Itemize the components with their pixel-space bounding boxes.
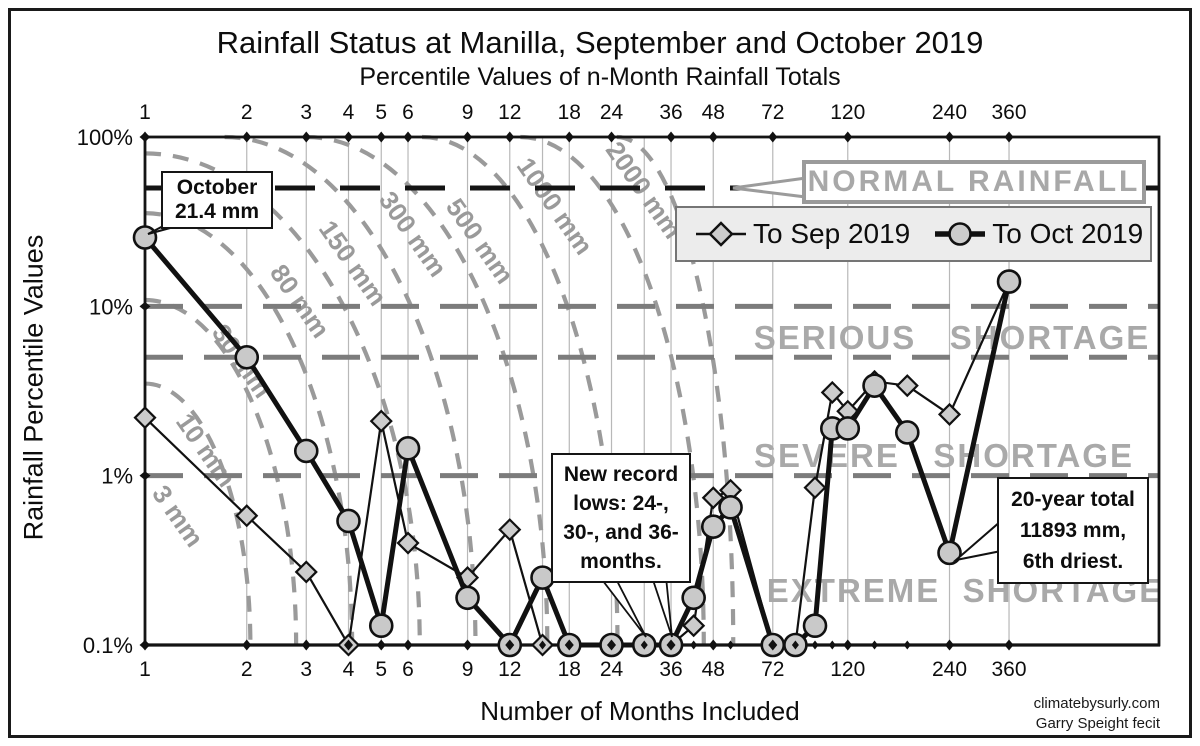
svg-text:3: 3 [300, 658, 312, 681]
svg-text:1000 mm: 1000 mm [511, 152, 599, 260]
website-credit: climatebysurly.com [1033, 695, 1160, 712]
svg-text:5: 5 [375, 101, 387, 124]
svg-text:10%: 10% [89, 294, 133, 319]
svg-text:72: 72 [761, 658, 784, 681]
annotation-october: October 21.4 mm [161, 171, 273, 229]
svg-text:18: 18 [558, 658, 581, 681]
annotation-twenty-year: 20-year total 11893 mm, 6th driest. [997, 477, 1149, 584]
annotation-line: 30-, and 36- [563, 521, 679, 544]
annotation-line: 21.4 mm [174, 200, 260, 223]
svg-text:2: 2 [241, 101, 253, 124]
svg-text:SEVERE SHORTAGE: SEVERE SHORTAGE [754, 437, 1134, 474]
svg-text:2: 2 [241, 658, 253, 681]
annotation-line: lows: 24-, [573, 492, 669, 515]
svg-text:100%: 100% [77, 125, 133, 150]
svg-text:4: 4 [343, 658, 355, 681]
svg-text:360: 360 [992, 101, 1027, 124]
svg-text:4: 4 [343, 101, 355, 124]
svg-text:0.1%: 0.1% [83, 633, 133, 658]
svg-text:80 mm: 80 mm [264, 259, 336, 344]
legend-label-oct: To Oct 2019 [992, 218, 1144, 249]
annotation-line: 11893 mm, [1019, 519, 1127, 542]
legend-label-sep: To Sep 2019 [753, 218, 911, 249]
svg-text:72: 72 [761, 101, 784, 124]
annotation-line: 6th driest. [1022, 550, 1124, 573]
y-axis-title: Rainfall Percentile Values [18, 234, 49, 541]
author-credit: Garry Speight fecit [1035, 715, 1160, 732]
svg-text:48: 48 [702, 658, 725, 681]
annotation-line: months. [580, 550, 662, 573]
legend-item-oct: To Oct 2019 [934, 218, 1143, 250]
svg-text:SERIOUS SHORTAGE: SERIOUS SHORTAGE [754, 319, 1151, 356]
svg-text:500 mm: 500 mm [440, 193, 520, 290]
svg-text:12: 12 [498, 658, 521, 681]
page-title: Rainfall Status at Manilla, September an… [216, 25, 984, 60]
svg-text:12: 12 [498, 101, 521, 124]
svg-text:48: 48 [702, 101, 725, 124]
annotation-line: October [176, 176, 258, 199]
svg-text:300 mm: 300 mm [373, 186, 453, 283]
svg-text:24: 24 [600, 658, 624, 681]
annotation-record-lows: New record lows: 24-, 30-, and 36- month… [551, 453, 691, 583]
svg-text:3: 3 [300, 101, 312, 124]
svg-text:120: 120 [830, 101, 865, 124]
legend-item-sep: To Sep 2019 [695, 218, 910, 250]
svg-text:6: 6 [402, 658, 414, 681]
annotation-line: 20-year total [1011, 488, 1135, 511]
svg-text:24: 24 [600, 101, 624, 124]
chart-subtitle: Percentile Values of n-Month Rainfall To… [359, 63, 841, 91]
normal-rainfall-label: NORMAL RAINFALL [807, 165, 1141, 198]
svg-text:10 mm: 10 mm [170, 408, 242, 493]
svg-text:9: 9 [462, 101, 474, 124]
x-axis-title: Number of Months Included [480, 696, 800, 726]
svg-text:6: 6 [402, 101, 414, 124]
oct-series-marker-icon [935, 222, 986, 246]
credit-block: climatebysurly.com Garry Speight fecit [1034, 694, 1160, 734]
svg-text:240: 240 [932, 658, 967, 681]
svg-text:18: 18 [558, 101, 581, 124]
svg-text:36: 36 [659, 101, 682, 124]
annotation-line: New record [563, 463, 679, 486]
svg-text:5: 5 [375, 658, 387, 681]
svg-text:1: 1 [139, 658, 151, 681]
svg-text:1: 1 [139, 101, 151, 124]
svg-text:36: 36 [659, 658, 682, 681]
svg-text:9: 9 [462, 658, 474, 681]
normal-rainfall-callout: NORMAL RAINFALL [802, 160, 1146, 204]
svg-text:240: 240 [932, 101, 967, 124]
svg-text:1%: 1% [101, 464, 133, 489]
legend: To Sep 2019 To Oct 2019 [675, 206, 1152, 262]
sep-series-marker-icon [696, 221, 746, 247]
svg-text:120: 120 [830, 658, 865, 681]
svg-text:360: 360 [992, 658, 1027, 681]
svg-text:3 mm: 3 mm [146, 480, 210, 553]
